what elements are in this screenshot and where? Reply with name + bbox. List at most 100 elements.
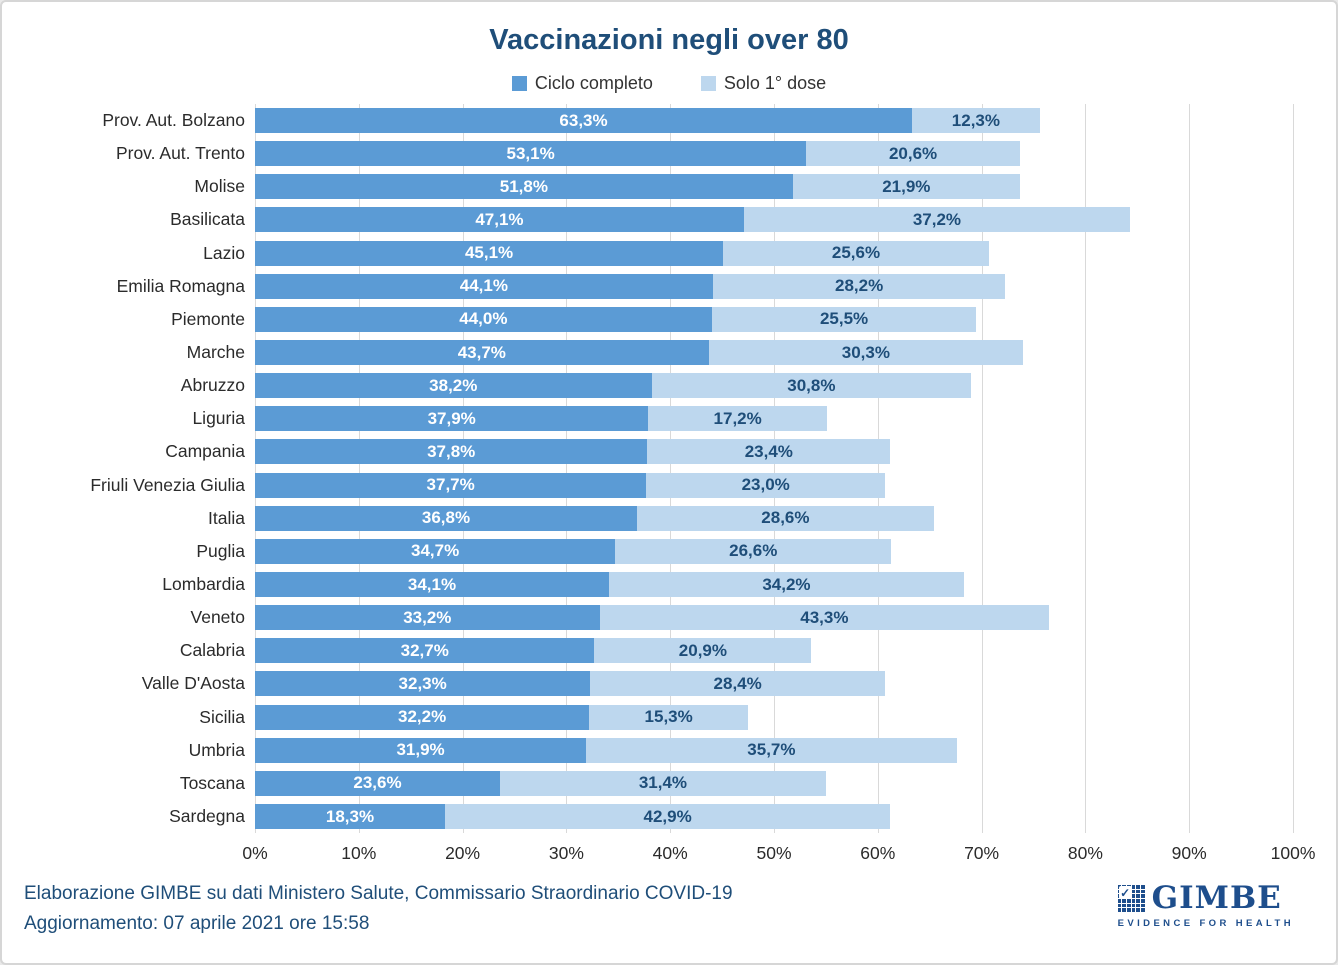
- value-label-solo-prima-dose: 20,9%: [678, 640, 727, 660]
- value-label-ciclo-completo: 23,6%: [353, 773, 402, 793]
- x-axis-tick-label: 80%: [1067, 843, 1103, 863]
- bar-segment-solo-prima-dose: 26,6%: [615, 538, 892, 564]
- category-label: Campania: [165, 441, 245, 462]
- x-axis: 0% 10% 20% 30% 40% 50% 60% 70% 80% 90% 100%: [242, 841, 1315, 873]
- category-label: Friuli Venezia Giulia: [90, 474, 245, 495]
- value-label-solo-prima-dose: 34,2%: [762, 574, 811, 594]
- value-label-ciclo-completo: 47,1%: [475, 209, 524, 229]
- gimbe-logo-tagline: EVIDENCE FOR HEALTH: [1117, 918, 1294, 929]
- value-label-ciclo-completo: 51,8%: [499, 176, 548, 196]
- bar-track: 47,1% 37,2%: [255, 207, 1293, 233]
- bar-segment-solo-prima-dose: 28,6%: [636, 505, 934, 531]
- gridline: [358, 104, 360, 833]
- value-label-solo-prima-dose: 21,9%: [882, 176, 931, 196]
- bar-track: 63,3% 12,3%: [255, 108, 1293, 134]
- value-label-ciclo-completo: 53,1%: [506, 143, 555, 163]
- value-label-ciclo-completo: 31,9%: [396, 740, 445, 760]
- value-label-ciclo-completo: 38,2%: [429, 375, 478, 395]
- gridline: [877, 104, 879, 833]
- category-label: Prov. Aut. Trento: [115, 143, 245, 164]
- value-label-ciclo-completo: 33,2%: [403, 607, 452, 627]
- gridlines: [255, 104, 1294, 833]
- legend-swatch-solo-prima-dose-icon: [700, 76, 716, 91]
- value-label-solo-prima-dose: 42,9%: [643, 806, 692, 826]
- category-label: Italia: [208, 507, 245, 528]
- bar-segment-solo-prima-dose: 43,3%: [599, 605, 1050, 631]
- bar-segment-ciclo-completo: 44,0%: [255, 306, 712, 332]
- category-label: Emilia Romagna: [116, 275, 245, 296]
- value-label-solo-prima-dose: 23,4%: [744, 441, 793, 461]
- category-label: Puglia: [196, 540, 245, 561]
- category-label: Lombardia: [162, 574, 245, 595]
- bar-segment-solo-prima-dose: 15,3%: [589, 704, 749, 730]
- bar-track: 37,9% 17,2%: [255, 406, 1293, 432]
- value-label-ciclo-completo: 37,9%: [427, 408, 476, 428]
- bar-segment-solo-prima-dose: 25,6%: [723, 240, 989, 266]
- bar-segment-ciclo-completo: 51,8%: [255, 174, 793, 200]
- gimbe-logo-check-icon: ✓: [1118, 885, 1132, 900]
- chart-row: Lombardia 34,1% 34,2%: [2, 568, 1336, 601]
- bar-segment-solo-prima-dose: 31,4%: [499, 770, 826, 796]
- value-label-solo-prima-dose: 26,6%: [729, 541, 778, 561]
- bar-track: 18,3% 42,9%: [255, 804, 1293, 830]
- bar-segment-ciclo-completo: 47,1%: [255, 207, 744, 233]
- gridline: [1189, 104, 1191, 833]
- bar-track: 37,7% 23,0%: [255, 472, 1293, 498]
- category-label: Sardegna: [169, 806, 245, 827]
- bar-segment-ciclo-completo: 37,7%: [255, 472, 647, 498]
- gridline: [462, 104, 464, 833]
- legend: Ciclo completo Solo 1° dose: [2, 73, 1336, 94]
- value-label-ciclo-completo: 63,3%: [559, 110, 608, 130]
- bar-segment-ciclo-completo: 53,1%: [255, 141, 807, 167]
- chart-row: Friuli Venezia Giulia 37,7% 23,0%: [2, 469, 1336, 502]
- x-axis-tick-label: 70%: [964, 843, 1000, 863]
- chart-row: Sardegna 18,3% 42,9%: [2, 800, 1336, 833]
- value-label-solo-prima-dose: 25,5%: [819, 309, 869, 329]
- gimbe-logo: ✓ GIMBE EVIDENCE FOR HEALTH: [1117, 880, 1294, 929]
- chart-title: Vaccinazioni negli over 80: [489, 24, 849, 56]
- chart-row: Sicilia 32,2% 15,3%: [2, 701, 1336, 734]
- chart-row: Prov. Aut. Trento 53,1% 20,6%: [2, 137, 1336, 170]
- bar-segment-ciclo-completo: 32,2%: [255, 704, 590, 730]
- chart-row: Puglia 34,7% 26,6%: [2, 535, 1336, 568]
- category-label: Prov. Aut. Bolzano: [102, 110, 245, 131]
- bar-segment-ciclo-completo: 32,7%: [255, 638, 595, 664]
- value-label-ciclo-completo: 43,7%: [457, 342, 506, 362]
- bar-track: 53,1% 20,6%: [255, 141, 1293, 167]
- bar-segment-ciclo-completo: 45,1%: [255, 240, 724, 266]
- chart-row: Emilia Romagna 44,1% 28,2%: [2, 270, 1336, 303]
- chart-rows: Prov. Aut. Bolzano 63,3% 12,3% Prov. Aut…: [2, 104, 1336, 833]
- bar-track: 23,6% 31,4%: [255, 770, 1293, 796]
- bar-track: 32,7% 20,9%: [255, 638, 1293, 664]
- gridline: [566, 104, 568, 833]
- category-label: Valle D'Aosta: [141, 673, 245, 694]
- bar-segment-solo-prima-dose: 17,2%: [648, 406, 827, 432]
- value-label-ciclo-completo: 37,7%: [426, 475, 475, 495]
- value-label-ciclo-completo: 32,7%: [400, 640, 449, 660]
- bar-track: 45,1% 25,6%: [255, 240, 1293, 266]
- chart-row: Calabria 32,7% 20,9%: [2, 634, 1336, 667]
- bar-segment-solo-prima-dose: 37,2%: [743, 207, 1131, 233]
- chart-row: Marche 43,7% 30,3%: [2, 336, 1336, 369]
- category-label: Abruzzo: [180, 375, 245, 396]
- bar-segment-solo-prima-dose: 21,9%: [792, 174, 1020, 200]
- chart-row: Campania 37,8% 23,4%: [2, 435, 1336, 468]
- bar-segment-ciclo-completo: 33,2%: [255, 605, 600, 631]
- gridline: [1293, 104, 1294, 833]
- bar-segment-solo-prima-dose: 30,3%: [708, 340, 1024, 366]
- bar-segment-solo-prima-dose: 12,3%: [912, 108, 1040, 134]
- legend-label-ciclo-completo: Ciclo completo: [534, 73, 653, 93]
- value-label-ciclo-completo: 32,2%: [398, 707, 447, 727]
- bar-segment-ciclo-completo: 37,9%: [255, 406, 649, 432]
- gimbe-logo-wordmark: GIMBE: [1151, 880, 1282, 916]
- bar-segment-solo-prima-dose: 30,8%: [651, 373, 972, 399]
- value-label-solo-prima-dose: 17,2%: [713, 408, 762, 428]
- chart-row: Umbria 31,9% 35,7%: [2, 734, 1336, 767]
- category-label: Lazio: [203, 242, 245, 263]
- bar-segment-solo-prima-dose: 23,4%: [647, 439, 891, 465]
- legend-swatch-ciclo-completo-icon: [511, 76, 527, 91]
- bar-segment-solo-prima-dose: 28,4%: [590, 671, 886, 697]
- bar-track: 38,2% 30,8%: [255, 373, 1293, 399]
- value-label-solo-prima-dose: 12,3%: [951, 110, 1000, 130]
